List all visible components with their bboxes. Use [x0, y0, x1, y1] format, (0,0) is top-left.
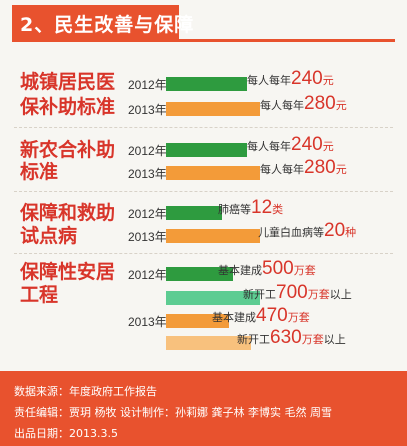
group-divider-3: [14, 253, 393, 254]
group-4-row-2-unit: 万套: [307, 288, 330, 301]
group-1-row-2-bar: [166, 102, 260, 116]
group-3-title-line-1: 保障和救助: [20, 202, 116, 224]
group-1-title-line-2: 保补助标准: [20, 96, 116, 118]
group-2-row-2-label: 每人每年280元: [260, 157, 347, 179]
group-4-row-1-label: 基本建成500万套: [218, 258, 316, 280]
group-1-row-1-bar: [166, 77, 247, 91]
group-3-row-2-label: 儿童白血病等20种: [258, 220, 356, 242]
group-2-row-1-prefix: 每人每年: [247, 140, 291, 153]
group-1-row-1-label: 每人每年240元: [247, 68, 334, 90]
group-4-row-4-label: 新开工630万套以上: [237, 327, 346, 349]
header-banner: [12, 5, 179, 39]
group-1-title-line-1: 城镇居民医: [20, 71, 116, 93]
group-divider-1: [14, 127, 393, 128]
group-4-row-3-label: 基本建成470万套: [212, 305, 310, 327]
group-2-title-line-2: 标准: [20, 161, 59, 183]
group-4-row-4-prefix: 新开工: [237, 333, 270, 346]
header-rule: [12, 39, 395, 42]
group-1-row-1-prefix: 每人每年: [247, 74, 291, 87]
group-4-row-3-value: 470: [256, 305, 288, 326]
header-title: 2、民生改善与保障: [20, 14, 195, 36]
group-2-row-2-prefix: 每人每年: [260, 163, 304, 176]
group-2-row-2-bar: [166, 166, 260, 180]
group-1-row-1-value: 240: [291, 68, 323, 89]
group-4-row-1-year: 2012年: [128, 268, 167, 282]
group-4-row-2-bar: [166, 291, 260, 305]
group-1-row-2-label: 每人每年280元: [260, 93, 347, 115]
group-1-row-2-prefix: 每人每年: [260, 99, 304, 112]
group-1-row-2-value: 280: [304, 93, 336, 114]
group-4-row-3-prefix: 基本建成: [212, 311, 256, 324]
group-4-row-3-year: 2013年: [128, 315, 167, 329]
group-4-row-2-value: 700: [276, 282, 308, 303]
group-2-row-2-value: 280: [304, 157, 336, 178]
group-2-row-1-label: 每人每年240元: [247, 134, 334, 156]
footer: 数据来源：年度政府工作报告 责任编辑：贾玥 杨牧 设计制作：孙莉娜 龚子林 李博…: [0, 371, 407, 446]
group-2-title-line-1: 新农合补助: [20, 139, 116, 161]
group-2-row-1-unit: 元: [322, 140, 334, 153]
group-2-row-2-unit: 元: [335, 163, 347, 176]
group-4-row-2-prefix: 新开工: [243, 288, 276, 301]
group-3-row-1-prefix: 肺癌等: [218, 203, 251, 216]
group-4-row-2-suffix: 以上: [329, 288, 352, 301]
group-2-row-1-bar: [166, 143, 247, 157]
group-3-row-2-bar: [166, 229, 260, 243]
group-4-row-4-bar: [166, 336, 251, 350]
group-3-title-line-2: 试点病: [20, 225, 78, 247]
group-4-row-1-bar: [166, 267, 233, 281]
group-3-row-2-unit: 种: [345, 226, 357, 239]
group-1-row-1-year: 2012年: [128, 78, 167, 92]
group-2-row-1-value: 240: [291, 134, 323, 155]
group-3-row-2-year: 2013年: [128, 230, 167, 244]
group-4-row-2-label: 新开工700万套以上: [243, 282, 352, 304]
group-4-title-line-1: 保障性安居: [20, 261, 116, 283]
group-3-row-1-year: 2012年: [128, 207, 167, 221]
group-4-row-1-prefix: 基本建成: [218, 264, 262, 277]
group-4-row-4-suffix: 以上: [323, 333, 346, 346]
group-4-row-4-unit: 万套: [301, 333, 324, 346]
footer-source: 数据来源：年度政府工作报告: [14, 385, 157, 398]
group-4-row-1-value: 500: [262, 258, 294, 279]
group-3-row-2-value: 20: [324, 220, 346, 241]
group-1-row-2-unit: 元: [335, 99, 347, 112]
group-2-row-2-year: 2013年: [128, 167, 167, 181]
footer-editors: 责任编辑：贾玥 杨牧 设计制作：孙莉娜 龚子林 李博实 毛然 周雪: [14, 406, 332, 419]
group-4-row-3-unit: 万套: [287, 311, 310, 324]
group-4-title-line-2: 工程: [20, 284, 59, 306]
group-3-row-1-value: 12: [251, 197, 273, 218]
group-3-row-2-prefix: 儿童白血病等: [258, 226, 324, 239]
group-2-row-1-year: 2012年: [128, 144, 167, 158]
group-divider-2: [14, 191, 393, 192]
footer-date: 出品日期：2013.3.5: [14, 427, 118, 440]
group-4-row-4-value: 630: [270, 327, 302, 348]
section-header: 2、民生改善与保障: [0, 0, 407, 50]
group-3-row-1-unit: 类: [272, 203, 284, 216]
group-3-row-1-bar: [166, 206, 222, 220]
group-3-row-1-label: 肺癌等12类: [218, 197, 283, 219]
group-4-row-3-bar: [166, 314, 229, 328]
group-1-row-1-unit: 元: [322, 74, 334, 87]
group-1-row-2-year: 2013年: [128, 103, 167, 117]
group-4-row-1-unit: 万套: [293, 264, 316, 277]
